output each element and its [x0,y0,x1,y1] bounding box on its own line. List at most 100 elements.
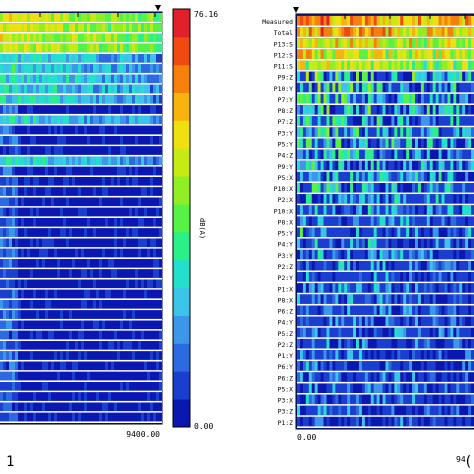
left-heatmap-cell [75,300,79,309]
left-heatmap-cell [60,371,64,381]
right-heatmap-cell [415,127,419,137]
right-heatmap-cell [391,116,395,126]
left-heatmap-cell [135,228,139,237]
left-heatmap-cell [66,300,70,309]
left-row-separator [0,308,162,311]
left-heatmap-cell [138,84,142,94]
left-heatmap-cell [27,125,31,135]
left-heatmap-cell [93,125,97,135]
left-heatmap-cell [57,248,61,258]
right-heatmap-cell [320,283,324,293]
right-heatmap-cell [347,216,351,226]
left-heatmap-cell [93,54,97,63]
left-heatmap-cell [156,361,160,371]
right-y-tick-label: P1:X [278,285,294,293]
left-heatmap-cell [96,207,100,217]
left-heatmap-cell [48,105,52,114]
left-heatmap-cell [27,177,31,186]
right-heatmap-cell [459,116,463,126]
right-heatmap-cell [344,216,348,226]
left-heatmap-cell [75,320,79,330]
right-heatmap-cell [314,105,318,115]
right-heatmap-cell [438,416,442,427]
right-heatmap-cell [361,183,366,193]
left-heatmap-cell [117,146,121,155]
left-heatmap-cell [24,320,28,330]
left-heatmap-cell [42,166,46,176]
left-heatmap-cell [0,361,4,371]
left-heatmap-cell [84,54,88,63]
right-heatmap-cell [299,238,304,249]
left-heatmap-cell [6,412,10,422]
left-heatmap-cell [78,146,82,155]
left-heatmap-cell [60,300,64,309]
right-heatmap-cell [329,60,333,71]
right-heatmap-cell [468,105,472,115]
left-heatmap-cell [81,207,85,217]
left-heatmap-cell [12,341,16,350]
right-heatmap-cell [338,149,342,160]
right-heatmap-cell [373,16,377,26]
left-heatmap-cell [33,392,37,401]
left-heatmap-cell [12,13,16,22]
left-heatmap-cell [123,84,127,94]
right-heatmap-cell [388,171,392,182]
left-heatmap-cell [63,84,67,94]
right-heatmap-cell [335,171,339,182]
right-heatmap-cell [447,194,451,204]
right-heatmap-cell [412,394,416,405]
left-heatmap-cell [120,402,124,412]
left-heatmap-cell [141,269,145,278]
right-heatmap-cell [323,71,327,82]
right-heatmap-cell [441,82,445,93]
left-heatmap-cell [78,351,82,360]
right-heatmap-cell [308,60,313,71]
right-heatmap-cell [447,49,451,59]
left-heatmap-cell [18,33,22,43]
left-heatmap-cell [108,43,112,53]
right-heatmap-cell [456,60,460,71]
left-heatmap-cell [111,136,115,145]
right-heatmap-cell [417,394,422,405]
right-heatmap-cell [329,294,333,304]
left-heatmap-cell [108,74,112,84]
right-heatmap-cell [338,171,342,182]
right-heatmap-cell [397,249,401,260]
left-heatmap-cell [102,197,106,207]
left-heatmap-cell [126,382,130,391]
left-heatmap-cell [132,64,136,73]
left-heatmap-cell [153,43,157,53]
right-y-tick-label: P4:Y [278,319,294,327]
right-heatmap-cell [426,93,431,104]
right-heatmap-cell [450,138,454,149]
left-heatmap-cell [84,320,88,330]
right-heatmap-cell [338,305,342,316]
left-heatmap-cell [84,402,88,412]
right-heatmap-rows [297,16,474,428]
right-heatmap-cell [338,372,342,382]
right-heatmap-cell [326,105,330,115]
right-heatmap-cell [382,171,386,182]
left-heatmap-cell [66,115,70,125]
left-heatmap-cell [66,310,70,319]
right-heatmap-cell [367,205,372,215]
left-heatmap-cell [90,207,94,217]
left-heatmap-cell [12,125,16,135]
right-heatmap-cell [379,405,383,416]
left-heatmap-cell [144,371,148,381]
left-heatmap-cell [81,238,85,248]
left-heatmap-cell [66,341,70,350]
left-heatmap-cell [72,330,76,340]
left-heatmap-cell [132,351,136,360]
right-heatmap-cell [432,183,436,193]
right-heatmap-cell [358,194,363,204]
right-heatmap-cell [367,227,372,238]
right-heatmap-cell [335,60,339,71]
left-heatmap-cell [57,156,61,166]
right-heatmap-cell [406,27,410,37]
right-heatmap-cell [450,327,454,338]
left-heatmap-cell [123,279,127,289]
left-heatmap-cell [27,351,31,360]
right-heatmap-cell [308,183,313,193]
left-heatmap-cell [27,74,31,84]
